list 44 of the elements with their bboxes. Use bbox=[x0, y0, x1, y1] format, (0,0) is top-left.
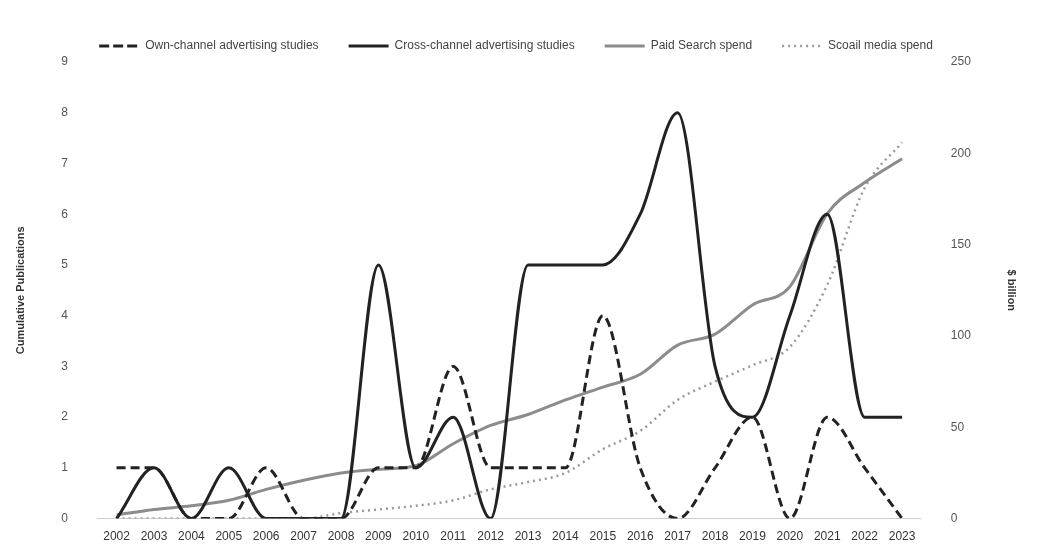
x-tick-label: 2004 bbox=[178, 529, 206, 544]
x-tick-label: 2018 bbox=[701, 529, 729, 544]
x-tick-label: 2013 bbox=[514, 529, 542, 544]
y-tick-label: 6 bbox=[61, 206, 69, 221]
legend-label: Scoail media spend bbox=[828, 38, 933, 53]
y-tick-label: 3 bbox=[61, 358, 69, 373]
y-tick-label: 0 bbox=[61, 510, 69, 525]
x-tick-label: 2011 bbox=[440, 529, 467, 544]
y2-tick-label: 200 bbox=[950, 145, 972, 160]
x-tick-label: 2023 bbox=[888, 529, 916, 544]
x-tick-label: 2006 bbox=[252, 529, 280, 544]
x-tick-label: 2016 bbox=[626, 529, 654, 544]
x-tick-label: 2019 bbox=[739, 529, 767, 544]
y-tick-label: 4 bbox=[61, 307, 69, 322]
y-tick-label: 2 bbox=[61, 409, 69, 424]
y-tick-label: 8 bbox=[61, 105, 69, 120]
y2-tick-label: 50 bbox=[950, 419, 965, 434]
x-tick-label: 2009 bbox=[365, 529, 393, 544]
legend-label: Cross-channel advertising studies bbox=[394, 38, 575, 53]
x-tick-label: 2010 bbox=[402, 529, 430, 544]
legend-label: Paid Search spend bbox=[650, 38, 753, 53]
x-tick-label: 2012 bbox=[477, 529, 505, 544]
x-tick-label: 2005 bbox=[215, 529, 243, 544]
x-tick-label: 2021 bbox=[813, 529, 841, 544]
x-tick-label: 2002 bbox=[103, 529, 131, 544]
x-tick-label: 2008 bbox=[327, 529, 355, 544]
x-tick-label: 2007 bbox=[290, 529, 318, 544]
x-tick-label: 2020 bbox=[776, 529, 804, 544]
y-tick-label: 9 bbox=[61, 54, 69, 69]
legend-label: Own-channel advertising studies bbox=[145, 38, 319, 53]
y-tick-label: 1 bbox=[61, 460, 69, 475]
y2-tick-label: 100 bbox=[950, 328, 972, 343]
x-tick-label: 2017 bbox=[664, 529, 692, 544]
y2-tick-label: 250 bbox=[950, 54, 972, 69]
x-tick-label: 2022 bbox=[851, 529, 879, 544]
y2-axis-title: $ billion bbox=[1006, 269, 1019, 312]
x-tick-label: 2015 bbox=[589, 529, 617, 544]
y-tick-label: 7 bbox=[61, 155, 69, 170]
y2-tick-label: 150 bbox=[950, 236, 972, 251]
y-axis-title: Cumulative Publications bbox=[13, 226, 26, 355]
x-tick-label: 2014 bbox=[552, 529, 580, 544]
y2-tick-label: 0 bbox=[950, 510, 958, 525]
x-tick-label: 2003 bbox=[140, 529, 168, 544]
y-tick-label: 5 bbox=[61, 257, 69, 272]
